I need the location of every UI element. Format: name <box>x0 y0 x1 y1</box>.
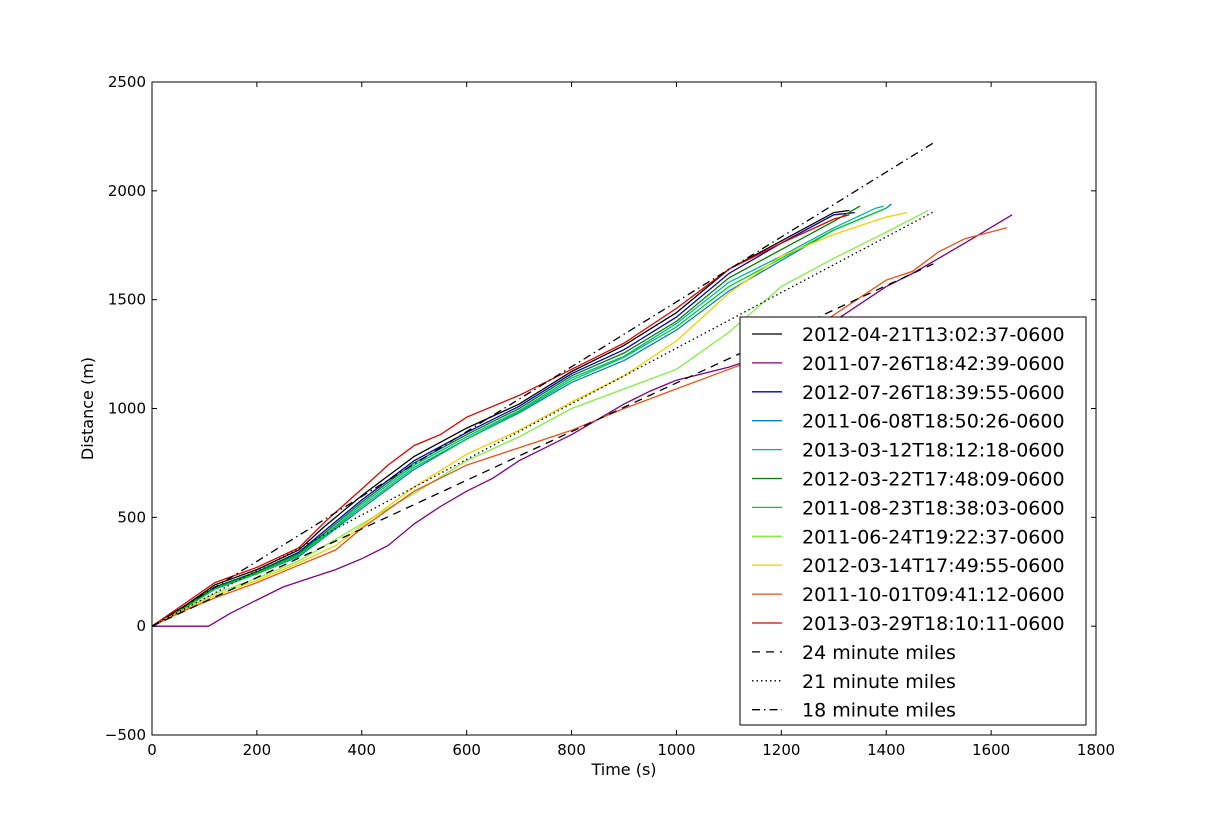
legend-label-9: 2011-10-01T09:41:12-0600 <box>802 584 1065 606</box>
legend-label-8: 2012-03-14T17:49:55-0600 <box>802 555 1065 577</box>
ticks-layer: 0 200 400 600 800 1000 1200 1400 1600 1800−500050… <box>105 73 1115 759</box>
y-tick-label: 2000 <box>108 182 146 200</box>
y-tick-label: 2500 <box>108 73 146 91</box>
legend-label-11: 24 minute miles <box>802 642 956 664</box>
legend-label-2: 2012-07-26T18:39:55-0600 <box>802 382 1065 404</box>
series-layer <box>151 142 1013 627</box>
y-axis-label: Distance (m) <box>78 357 97 460</box>
legend-label-0: 2012-04-21T13:02:37-0600 <box>802 324 1065 346</box>
x-tick-label: 400 <box>347 741 376 759</box>
y-tick-label: 1500 <box>108 291 146 309</box>
y-tick-label: −500 <box>105 726 146 744</box>
series-line-12 <box>151 211 934 627</box>
legend-label-10: 2013-03-29T18:10:11-0600 <box>802 613 1065 635</box>
y-tick-label: 500 <box>117 508 146 526</box>
series-line-9 <box>151 227 1007 627</box>
legend-label-4: 2013-03-12T18:12:18-0600 <box>802 440 1065 462</box>
x-tick-label: 600 <box>452 741 481 759</box>
legend-label-12: 21 minute miles <box>802 671 956 693</box>
series-line-5 <box>151 205 861 627</box>
series-line-7 <box>151 209 929 627</box>
series-line-1 <box>152 214 1013 627</box>
x-tick-label: 1600 <box>972 741 1010 759</box>
legend-label-3: 2011-06-08T18:50:26-0600 <box>802 411 1065 433</box>
series-line-13 <box>151 142 934 627</box>
series-line-6 <box>151 207 887 627</box>
x-tick-label: 1200 <box>762 741 800 759</box>
legend-label-13: 18 minute miles <box>802 700 956 722</box>
y-tick-label: 1000 <box>108 400 146 418</box>
x-axis-label: Time (s) <box>590 760 656 779</box>
series-line-0 <box>151 209 850 627</box>
legend-label-5: 2012-03-22T17:48:09-0600 <box>802 469 1065 491</box>
x-tick-label: 1800 <box>1077 741 1115 759</box>
legend-box <box>739 316 1087 726</box>
x-tick-label: 1400 <box>867 741 905 759</box>
legend-label-7: 2011-06-24T19:22:37-0600 <box>802 526 1065 548</box>
x-tick-label: 1000 <box>657 741 695 759</box>
series-line-8 <box>151 211 908 627</box>
x-tick-label: 0 <box>147 741 157 759</box>
legend-label-1: 2011-07-26T18:42:39-0600 <box>802 353 1065 375</box>
legend-label-6: 2011-08-23T18:38:03-0600 <box>802 497 1065 519</box>
y-tick-label: 0 <box>136 617 146 635</box>
x-tick-label: 800 <box>557 741 586 759</box>
legend: 2012-04-21T13:02:37-0600 2011-07-26T18:42… <box>739 316 1087 726</box>
x-tick-label: 200 <box>243 741 272 759</box>
